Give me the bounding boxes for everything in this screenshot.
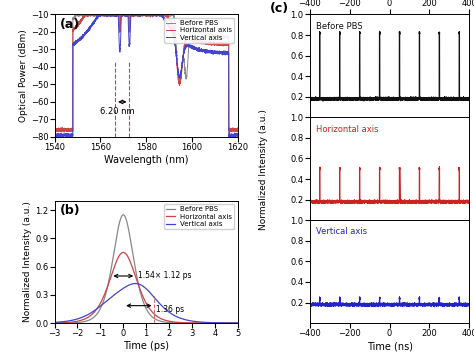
Horizontal axis [202,40,208,45]
Text: (c): (c) [270,2,289,15]
Before PBS [158,9,164,14]
Line: Before PBS: Before PBS [55,215,238,323]
Vertical axis [73,317,78,322]
Before PBS [130,252,136,256]
Before PBS [171,12,177,17]
Vertical axis [202,49,208,53]
Vertical axis [101,10,107,14]
Line: Vertical axis: Vertical axis [55,12,238,137]
Vertical axis [212,321,218,325]
Vertical axis [83,313,89,318]
Before PBS [122,11,128,15]
Legend: Before PBS, Horizontal axis, Vertical axis: Before PBS, Horizontal axis, Vertical ax… [164,18,234,43]
Text: Horizontal axis: Horizontal axis [316,125,379,134]
Text: (a): (a) [60,18,80,31]
Before PBS [61,130,67,134]
Horizontal axis [73,319,78,324]
Legend: Before PBS, Horizontal axis, Vertical axis: Before PBS, Horizontal axis, Vertical ax… [164,204,234,229]
Text: 1.54× 1.12 ps: 1.54× 1.12 ps [138,271,191,280]
Vertical axis [235,321,241,325]
Vertical axis [130,282,136,286]
Before PBS [73,321,78,325]
Before PBS [231,321,237,325]
Vertical axis [231,321,237,325]
Line: Before PBS: Before PBS [55,12,238,132]
X-axis label: Time (ns): Time (ns) [366,341,412,351]
Before PBS [120,213,126,217]
Horizontal axis [162,11,167,15]
Vertical axis [85,29,91,33]
Horizontal axis [231,321,237,325]
Horizontal axis [171,31,177,35]
Vertical axis [189,44,194,48]
Horizontal axis [52,321,57,325]
Line: Horizontal axis: Horizontal axis [55,252,238,323]
Horizontal axis [122,251,128,255]
Before PBS [85,11,91,15]
Line: Horizontal axis: Horizontal axis [55,12,238,133]
Horizontal axis [85,11,91,16]
X-axis label: Time (ps): Time (ps) [123,341,169,351]
Horizontal axis [212,321,218,325]
Vertical axis [162,17,167,22]
Vertical axis [60,135,65,139]
Before PBS [235,129,241,133]
Before PBS [122,214,128,218]
Before PBS [235,321,241,325]
Text: 6.20 nm: 6.20 nm [100,107,135,116]
Horizontal axis [120,250,126,255]
Before PBS [162,14,167,18]
Vertical axis [235,133,241,138]
Y-axis label: Optical Power (dBm): Optical Power (dBm) [19,29,28,122]
Before PBS [189,27,194,32]
Vertical axis [122,12,128,17]
Horizontal axis [122,11,128,16]
Horizontal axis [235,127,241,132]
Horizontal axis [121,10,127,14]
Line: Vertical axis: Vertical axis [55,283,238,323]
Before PBS [212,321,218,325]
Horizontal axis [130,266,136,271]
Before PBS [202,31,208,35]
Vertical axis [122,285,128,290]
Horizontal axis [83,316,89,321]
X-axis label: Wavelength (nm): Wavelength (nm) [104,155,189,165]
Before PBS [52,127,57,132]
Before PBS [83,319,89,323]
Text: (b): (b) [60,204,81,217]
Text: Vertical axis: Vertical axis [316,227,367,236]
Before PBS [52,321,57,325]
Text: Normalized Intensity (a.u.): Normalized Intensity (a.u.) [259,109,267,230]
Text: Before PBS: Before PBS [316,22,363,31]
Horizontal axis [189,37,194,42]
Horizontal axis [52,128,57,132]
Vertical axis [171,35,177,39]
Horizontal axis [235,321,241,325]
Horizontal axis [227,131,232,135]
Vertical axis [52,134,57,138]
Vertical axis [133,281,138,286]
Text: 1.36 ps: 1.36 ps [156,305,184,314]
Vertical axis [52,320,57,325]
Y-axis label: Normalized Intensity (a.u.): Normalized Intensity (a.u.) [23,201,32,322]
